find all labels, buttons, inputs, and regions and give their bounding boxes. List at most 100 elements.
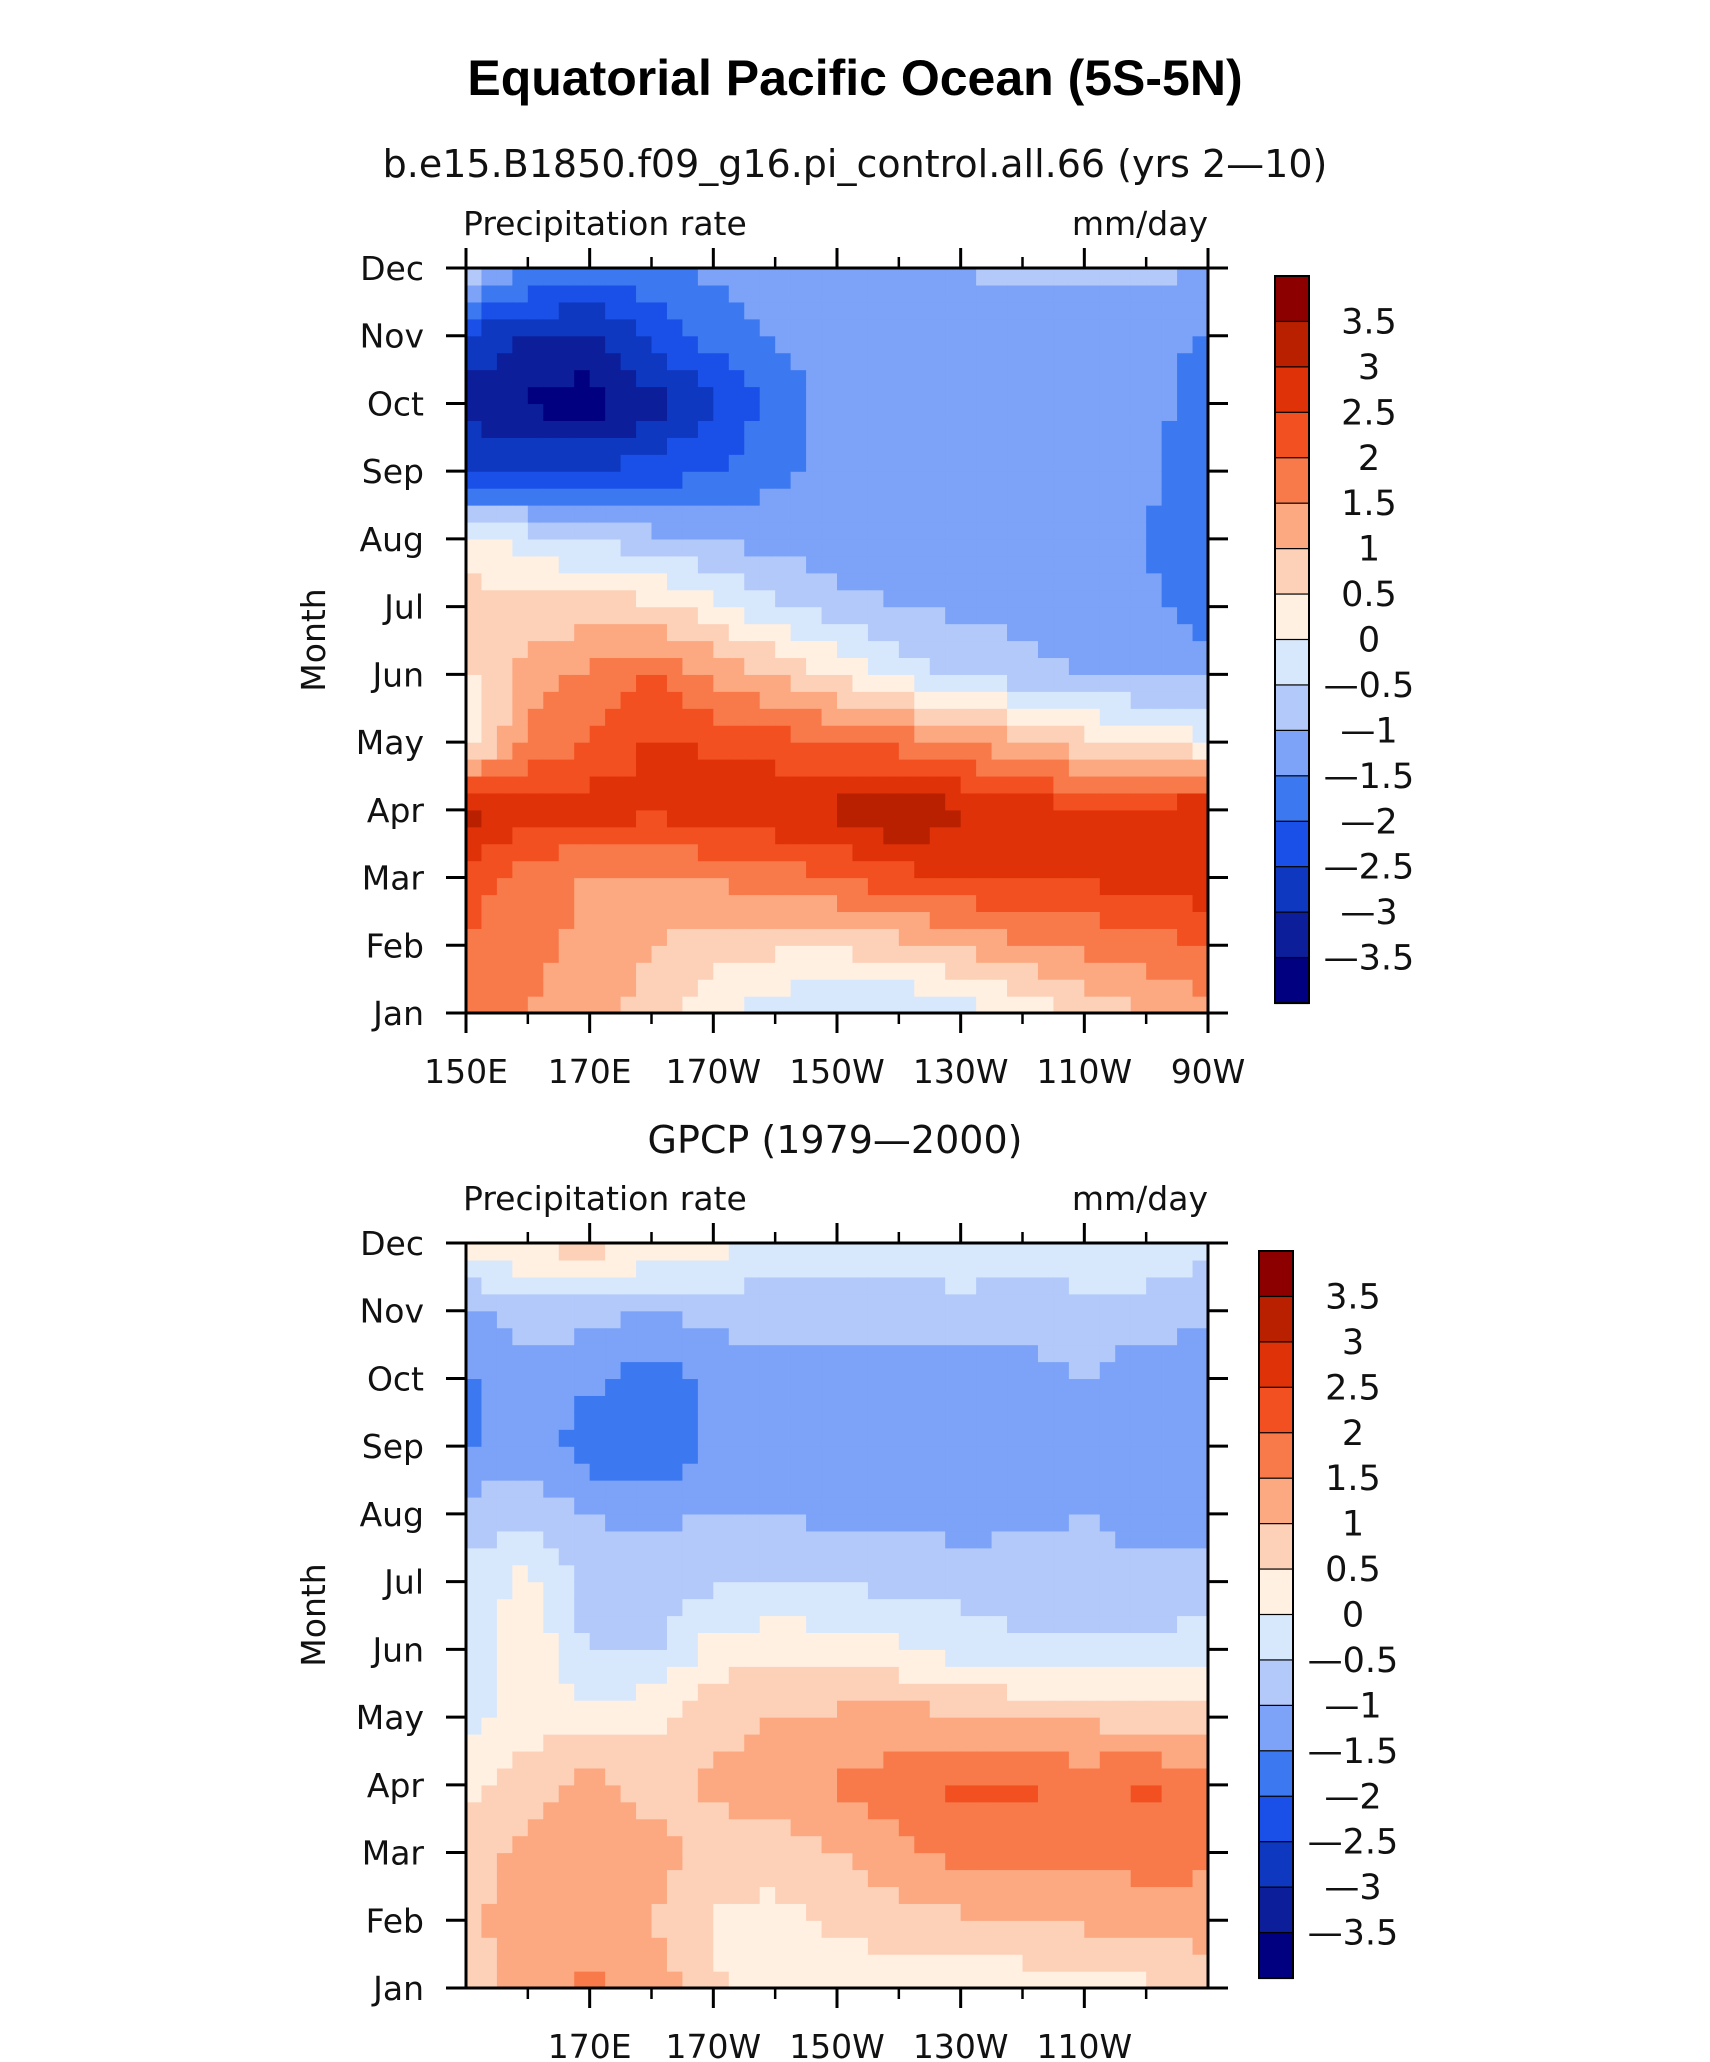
heatmap-cell [1007,1734,1024,1752]
heatmap-cell [744,1378,761,1396]
heatmap-cell [543,538,560,557]
heatmap-cell [496,911,513,929]
heatmap-cell [512,1446,529,1464]
heatmap-cell [1053,589,1070,608]
heatmap-cell [1022,928,1039,946]
heatmap-cell [636,1954,653,1972]
heatmap-cell [466,1666,483,1684]
heatmap-cell [1084,471,1101,489]
heatmap-cell [1007,826,1024,845]
heatmap-cell [636,1446,653,1464]
heatmap-cell [543,1598,560,1617]
heatmap-cell [837,640,854,659]
heatmap-cell [666,1581,684,1600]
heatmap-cell [1146,420,1163,438]
heatmap-cell [512,1683,529,1701]
heatmap-cell [744,1818,761,1837]
heatmap-cell [976,1564,993,1583]
heatmap-cell [837,1750,854,1769]
heatmap-cell [543,1344,560,1363]
heatmap-cell [1037,1429,1055,1447]
heatmap-cell [1007,1530,1024,1549]
heatmap-cell [775,1954,792,1972]
heatmap-cell [837,928,854,946]
heatmap-cell [527,606,544,625]
heatmap-cell [1115,674,1132,692]
heatmap-cell [1177,1564,1194,1583]
heatmap-cell [543,725,560,743]
heatmap-cell [976,1971,993,1989]
heatmap-cell [666,1530,684,1549]
heatmap-cell [558,1649,575,1667]
heatmap-cell [1068,911,1085,929]
heatmap-cell [605,1852,622,1871]
heatmap-cell [852,284,869,303]
heatmap-cell [759,1903,776,1921]
heatmap-cell [682,1513,699,1532]
colorbar-box [1258,1750,1294,1798]
heatmap-cell [527,843,544,862]
heatmap-cell [589,1564,606,1583]
heatmap-cell [605,369,622,388]
heatmap-cell [821,1767,838,1786]
heatmap-cell [945,1598,962,1617]
heatmap-cell [543,437,560,455]
heatmap-cell [466,708,483,726]
heatmap-cell [837,894,854,913]
heatmap-cell [558,826,575,845]
heatmap-cell [589,1649,606,1667]
heatmap-cell [945,1954,962,1972]
heatmap-cell [867,1886,884,1904]
heatmap-cell [713,1293,730,1312]
heatmap-cell [744,1767,761,1786]
heatmap-cell [620,1683,637,1701]
heatmap-cell [1130,792,1147,811]
heatmap-cell [991,1886,1008,1904]
heatmap-cell [790,606,807,625]
heatmap-cell [945,1801,962,1820]
heatmap-cell [852,1513,869,1532]
heatmap-cell [852,471,869,489]
units-label: mm/day [1072,1179,1208,1218]
heatmap-cell [713,1683,730,1701]
heatmap-cell [976,1683,993,1701]
heatmap-cell [1068,979,1085,997]
heatmap-cell [620,1480,637,1498]
heatmap-cell [558,1734,575,1752]
heatmap-cell [713,792,730,811]
heatmap-cell [512,792,529,811]
heatmap-cell [558,1310,575,1329]
heatmap-cell [481,691,498,709]
heatmap-cell [883,1869,900,1888]
heatmap-cell [1007,792,1024,811]
heatmap-cell [867,1581,884,1600]
heatmap-cell [620,674,637,692]
heatmap-cell [929,1700,946,1718]
heatmap-cell [898,1801,915,1820]
heatmap-cell [1177,1327,1194,1346]
heatmap-cell [1022,1632,1039,1650]
heatmap-cell [543,843,560,862]
heatmap-cell [821,1446,838,1464]
heatmap-cell [527,894,544,913]
heatmap-cell [960,1547,977,1566]
heatmap-cell [697,1818,714,1837]
heatmap-cell [713,1243,730,1261]
heatmap-cell [852,759,869,777]
heatmap-cell [558,318,575,337]
heatmap-cell [806,945,823,963]
heatmap-cell [914,945,931,963]
heatmap-cell [527,1259,544,1278]
heatmap-cell [960,1395,977,1413]
heatmap-cell [713,572,730,591]
heatmap-cell [775,1429,792,1447]
x-tick-labels: 150E 170E 170W 150W 130W 110W 90W [424,1052,1245,1091]
heatmap-cell [991,877,1008,896]
heatmap-cell [1130,708,1147,726]
heatmap-cell [960,894,977,913]
heatmap-cell [574,826,591,845]
heatmap-cell [976,505,993,523]
y-tick-label: Mar [362,1834,425,1873]
heatmap-cell [1068,1750,1085,1769]
heatmap-cell [512,877,529,896]
